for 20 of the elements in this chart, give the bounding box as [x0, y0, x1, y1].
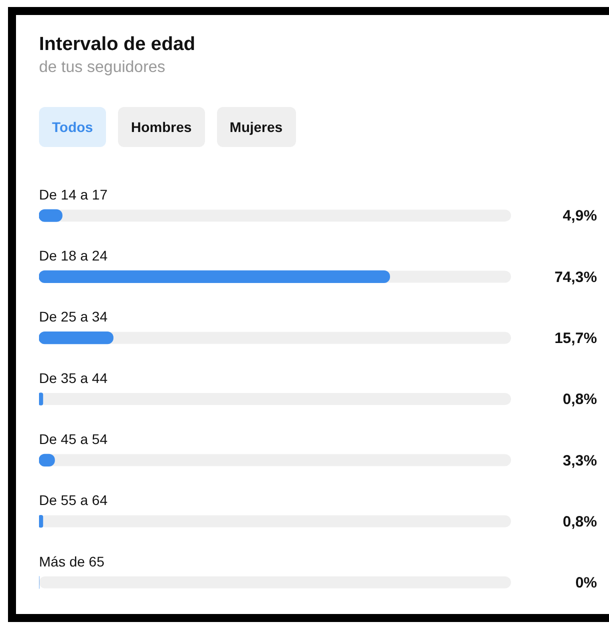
y-tick-label: De 18 a 24: [39, 248, 108, 264]
y-tick-label: Más de 65: [39, 553, 105, 570]
text: Hombres: [118, 107, 205, 147]
data-label: 74,3%: [554, 268, 597, 286]
bar: [39, 332, 114, 344]
y-tick-label: De 55 a 64: [39, 492, 108, 508]
data-label: 3,3%: [562, 452, 597, 470]
text: Mujeres: [216, 107, 296, 147]
data-label: 0%: [575, 574, 597, 592]
data-label: 4,9%: [562, 208, 597, 225]
chart-subtitle: de tus seguidores: [39, 59, 166, 77]
text: Todos: [39, 107, 106, 147]
chart-title: Intervalo de edad: [39, 34, 196, 56]
data-label: 0,8%: [562, 513, 597, 530]
y-tick-label: De 45 a 54: [39, 431, 108, 447]
y-tick-label: De 35 a 44: [39, 370, 108, 386]
data-label: 15,7%: [554, 330, 597, 347]
data-label: 0,8%: [562, 391, 597, 408]
y-tick-label: De 14 a 17: [39, 186, 108, 202]
y-tick-label: De 25 a 34: [39, 308, 108, 325]
